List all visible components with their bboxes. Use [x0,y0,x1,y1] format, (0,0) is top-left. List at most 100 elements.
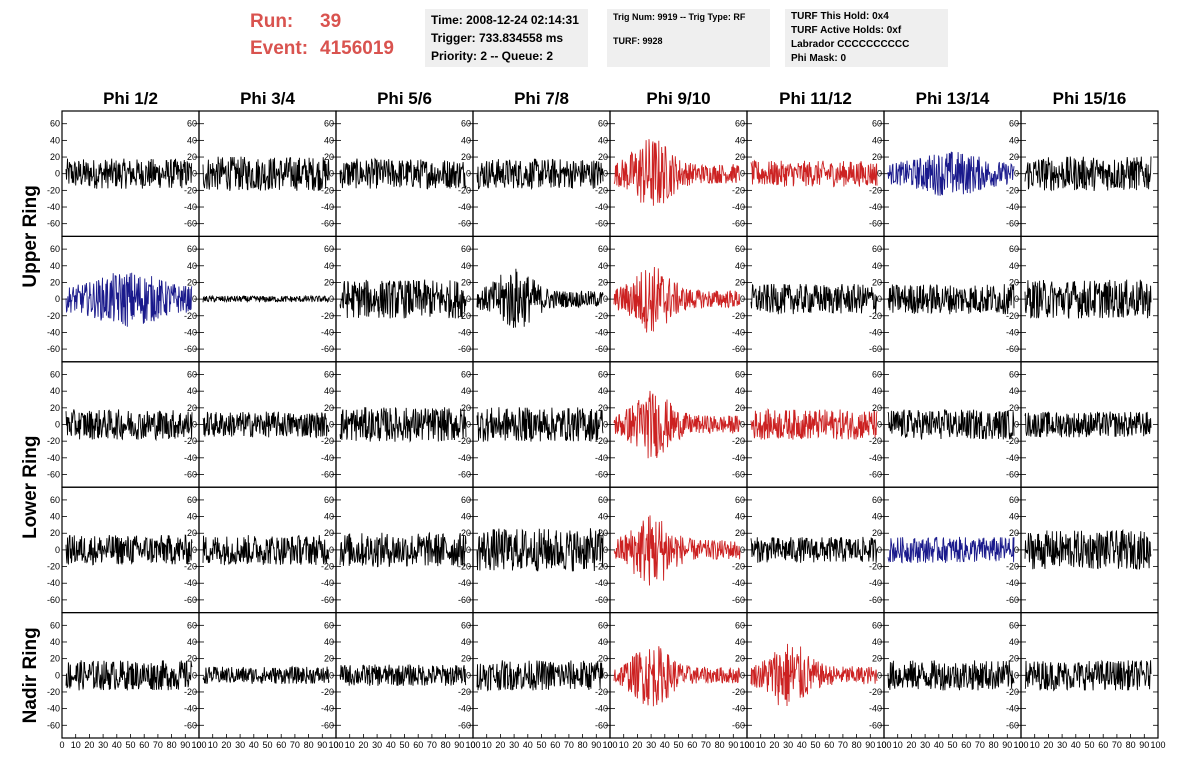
y-tick-label: 20 [50,528,60,538]
waveform-panel: -60 -40 -20 0 20 40 60 [595,110,748,238]
x-tick-label: 20 [221,740,231,750]
y-tick-label: 20 [872,277,882,287]
y-tick-label: 0 [55,670,60,680]
info-box-time: Time: 2008-12-24 02:14:31 Trigger: 733.8… [425,9,588,67]
y-tick-label: 20 [50,152,60,162]
y-tick-label: 60 [50,119,60,129]
waveform-panel: -60 -40 -20 0 20 40 60 [458,235,611,363]
x-tick-label: 20 [84,740,94,750]
y-tick-label: -40 [321,704,334,714]
y-tick-label: -20 [732,185,745,195]
y-tick-label: 0 [55,545,60,555]
y-tick-label: 20 [872,403,882,413]
x-tick-label: 100 [602,740,617,750]
y-tick-label: 20 [598,277,608,287]
y-tick-label: 60 [324,244,334,254]
y-tick-label: -40 [47,202,60,212]
y-tick-label: -60 [595,219,608,229]
waveform-panel: -60 -40 -20 0 20 40 60 [595,361,748,488]
event-value: 4156019 [320,38,394,59]
y-tick-label: 0 [192,670,197,680]
x-tick-label: 70 [1112,740,1122,750]
y-tick-label: 60 [872,370,882,380]
waveform-trace [202,294,330,304]
x-tick-label: 30 [372,740,382,750]
y-tick-label: -40 [1006,327,1019,337]
y-tick-label: -40 [869,202,882,212]
y-tick-label: 0 [877,545,882,555]
y-tick-label: 40 [461,512,471,522]
y-tick-label: 20 [598,403,608,413]
y-tick-label: 60 [187,495,197,505]
y-tick-label: 0 [329,545,334,555]
x-tick-label: 30 [783,740,793,750]
waveform-trace [476,528,604,572]
info-turf: TURF: 9928 [613,36,663,46]
y-tick-label: -40 [595,327,608,337]
y-tick-label: 20 [872,654,882,664]
y-tick-label: -60 [1006,595,1019,605]
y-tick-label: -40 [184,327,197,337]
waveform-panel: -60 -40 -20 0 20 40 60 [321,235,474,363]
y-tick-label: -40 [321,453,334,463]
y-tick-label: 60 [598,620,608,630]
waveform-panel: -60 -40 -20 0 20 40 60 [321,486,474,614]
y-tick-label: 0 [877,169,882,179]
y-tick-label: -20 [869,185,882,195]
waveform-trace [887,409,1015,440]
x-tick-label: 40 [386,740,396,750]
x-tick-label: 80 [852,740,862,750]
y-tick-label: 0 [192,545,197,555]
y-tick-label: 20 [461,654,471,664]
waveform-trace [339,531,467,568]
x-tick-label: 40 [797,740,807,750]
y-tick-label: -60 [184,219,197,229]
y-tick-label: -20 [595,436,608,446]
info-trig-num: Trig Num: 9919 -- Trig Type: RF [613,12,746,22]
waveform-trace [202,534,330,566]
y-tick-label: 60 [461,370,471,380]
y-tick-label: 40 [187,135,197,145]
y-tick-label: 0 [329,420,334,430]
y-tick-label: -60 [458,469,471,479]
y-tick-label: -20 [595,185,608,195]
y-tick-label: 0 [603,294,608,304]
y-tick-label: 40 [872,135,882,145]
x-tick-label: 70 [701,740,711,750]
waveform-panel: -60 -40 -20 0 20 40 60 [869,235,1022,363]
y-tick-label: 60 [324,370,334,380]
x-tick-label: 90 [454,740,464,750]
column-label: Phi 5/6 [377,89,432,108]
x-tick-label: 0 [744,740,749,750]
y-tick-label: 40 [187,261,197,271]
y-tick-label: -20 [458,436,471,446]
row-group-label: Upper Ring [20,185,41,287]
waveform-trace [750,159,878,188]
y-tick-label: -40 [184,453,197,463]
y-tick-label: 60 [461,119,471,129]
y-tick-label: 20 [324,654,334,664]
waveform-trace [613,646,741,707]
y-tick-label: 0 [1014,420,1019,430]
y-tick-label: 40 [324,512,334,522]
x-tick-label: 70 [975,740,985,750]
y-tick-label: -60 [869,720,882,730]
x-tick-label: 70 [838,740,848,750]
y-tick-label: -40 [595,453,608,463]
waveform-trace [613,515,741,586]
x-tick-label: 90 [865,740,875,750]
y-tick-label: 60 [50,370,60,380]
waveform-trace [887,536,1015,564]
waveform-panel: -60 -40 -20 0 20 40 60 [184,235,337,363]
y-tick-label: 60 [1009,244,1019,254]
y-tick-label: 20 [324,152,334,162]
info-box-turf: TURF This Hold: 0x4 TURF Active Holds: 0… [785,9,948,67]
waveform-panel: -60 -40 -20 0 20 40 60 [732,361,885,488]
waveform-trace [887,151,1015,196]
x-tick-label: 100 [465,740,480,750]
waveform-panel: -60 -40 -20 0 20 40 60 [47,235,200,363]
waveform-panel: -60 -40 -20 0 20 40 60 [184,486,337,614]
